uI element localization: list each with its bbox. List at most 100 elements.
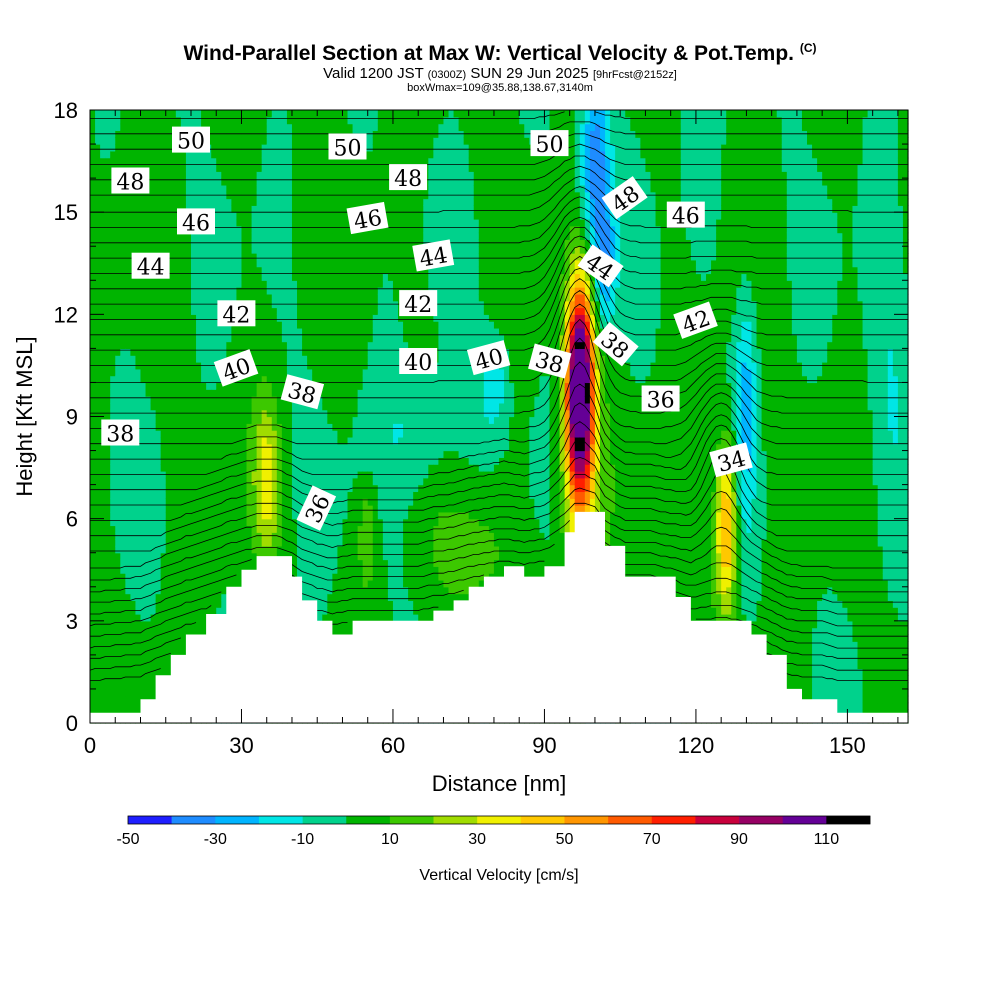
w-cell: [221, 545, 227, 554]
w-cell: [170, 225, 177, 234]
w-cell: [246, 532, 253, 540]
w-cell: [261, 307, 268, 315]
w-cell: [322, 198, 328, 206]
w-cell: [342, 573, 349, 581]
w-cell: [241, 218, 248, 227]
w-cell: [90, 525, 96, 533]
w-cell: [281, 218, 288, 227]
w-cell: [125, 443, 131, 452]
w-cell: [332, 266, 339, 275]
w-cell: [90, 450, 96, 458]
w-cell: [145, 450, 152, 458]
w-cell: [196, 198, 202, 206]
w-cell: [342, 218, 349, 227]
w-cell: [196, 436, 202, 445]
w-cell: [155, 382, 162, 390]
w-cell: [145, 205, 152, 213]
w-cell: [276, 266, 283, 275]
w-cell: [100, 116, 106, 125]
w-cell: [95, 218, 101, 227]
w-cell: [286, 232, 293, 241]
w-cell: [347, 566, 354, 574]
w-cell: [302, 423, 308, 431]
w-cell: [307, 218, 313, 227]
w-cell: [256, 171, 263, 179]
w-cell: [362, 253, 369, 261]
w-cell: [105, 402, 111, 411]
w-cell: [271, 293, 278, 302]
w-cell: [261, 368, 268, 377]
w-cell: [100, 505, 106, 513]
w-cell: [246, 423, 253, 431]
w-cell: [362, 416, 369, 424]
w-cell: [201, 573, 207, 581]
w-cell: [196, 593, 202, 601]
w-cell: [322, 402, 328, 411]
w-cell: [135, 225, 142, 234]
w-cell: [160, 423, 167, 431]
w-cell: [145, 688, 152, 697]
w-cell: [216, 552, 222, 561]
w-cell: [347, 178, 354, 186]
w-cell: [110, 559, 116, 567]
w-cell: [155, 614, 162, 622]
w-cell: [145, 511, 152, 520]
w-cell: [317, 396, 323, 404]
w-cell: [291, 327, 298, 336]
w-cell: [246, 171, 253, 179]
w-cell: [135, 477, 142, 486]
w-cell: [261, 484, 268, 493]
w-cell: [352, 293, 359, 302]
w-cell: [307, 314, 313, 322]
w-cell: [196, 491, 202, 499]
w-cell: [216, 477, 222, 486]
w-cell: [140, 402, 147, 411]
w-cell: [160, 443, 167, 452]
w-cell: [150, 525, 157, 533]
w-cell: [291, 232, 298, 241]
w-cell: [256, 396, 263, 404]
w-cell: [327, 511, 333, 520]
w-cell: [251, 559, 258, 567]
w-cell: [367, 477, 374, 486]
w-cell: [185, 293, 192, 302]
w-cell: [347, 157, 354, 166]
w-cell: [155, 341, 162, 349]
w-cell: [130, 116, 137, 125]
w-cell: [337, 327, 344, 336]
w-cell: [211, 593, 217, 601]
w-cell: [357, 246, 364, 254]
w-cell: [307, 450, 313, 458]
w-cell: [90, 416, 96, 424]
w-cell: [337, 225, 344, 234]
w-cell: [352, 157, 359, 166]
w-cell: [231, 552, 238, 561]
w-cell: [266, 355, 273, 363]
w-cell: [165, 573, 172, 581]
w-cell: [352, 491, 359, 499]
w-cell: [155, 348, 162, 356]
w-cell: [256, 205, 263, 213]
w-cell: [100, 293, 106, 302]
w-cell: [357, 593, 364, 601]
w-cell: [307, 586, 313, 595]
w-cell: [226, 511, 232, 520]
w-cell: [241, 150, 248, 159]
w-cell: [251, 205, 258, 213]
w-cell: [206, 232, 212, 241]
w-cell: [266, 171, 273, 179]
w-cell: [342, 382, 349, 390]
w-cell: [150, 389, 157, 397]
w-cell: [185, 593, 192, 601]
w-cell: [342, 321, 349, 329]
w-cell: [236, 293, 243, 302]
w-cell: [175, 334, 182, 343]
w-cell: [221, 573, 227, 581]
w-cell: [175, 157, 182, 166]
w-cell: [221, 416, 227, 424]
w-cell: [297, 457, 303, 465]
w-cell: [190, 321, 197, 329]
w-cell: [221, 123, 227, 132]
w-cell: [95, 164, 101, 172]
